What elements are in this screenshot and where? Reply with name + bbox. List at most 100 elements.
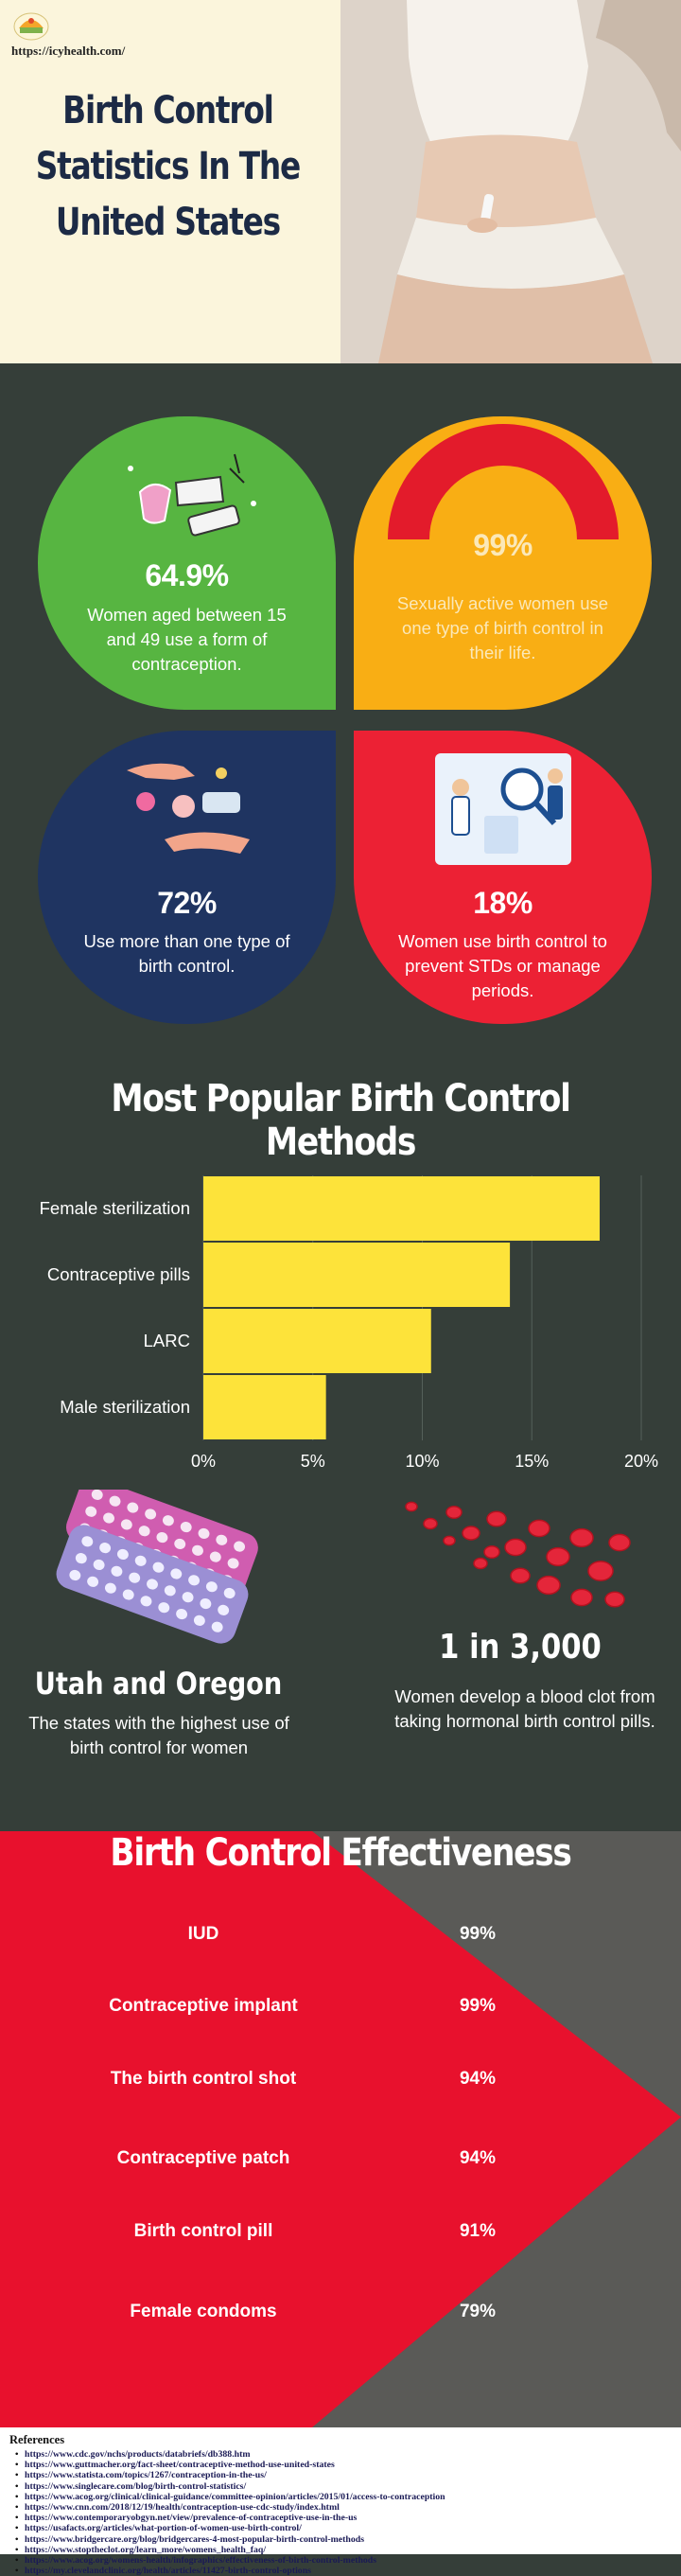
stat-card-contraception-use: 64.9% Women aged between 15 and 49 use a… [38, 416, 336, 710]
effectiveness-row: Birth control pill 91% [0, 2214, 681, 2251]
pill-dot [170, 1568, 183, 1579]
stat-description: Sexually active women use one type of bi… [396, 593, 609, 662]
red-blood-cell [528, 1519, 550, 1538]
pill-dot [122, 1589, 134, 1600]
red-blood-cell [423, 1517, 438, 1530]
reference-link[interactable]: https://www.contemporaryobgyn.net/view/p… [9, 2513, 672, 2523]
red-blood-cell [445, 1506, 463, 1519]
reference-link[interactable]: https://www.acog.org/womens-health/infog… [9, 2555, 672, 2566]
pill-dot [120, 1519, 132, 1530]
hands-contraceptives-icon [127, 763, 250, 854]
references: References https://www.cdc.gov/nchs/prod… [0, 2427, 681, 2576]
red-blood-cell [443, 1535, 456, 1546]
stat-description: Use more than one type of birth control. [83, 931, 290, 976]
pill-dot [111, 1565, 123, 1577]
pill-dot [104, 1582, 116, 1594]
pill-dot [156, 1532, 168, 1544]
reference-link[interactable]: https://www.cdc.gov/nchs/products/databr… [9, 2449, 672, 2460]
red-blood-cell [604, 1591, 625, 1608]
reference-link[interactable]: https://www.acog.org/clinical/clinical-g… [9, 2492, 672, 2502]
pill-dot [216, 1534, 228, 1545]
chart-x-tick-label: 10% [405, 1452, 439, 1467]
reference-link[interactable]: https://www.bridgercare.org/blog/bridger… [9, 2534, 672, 2545]
stat-card-multiple-types: 72% Use more than one type of birth cont… [38, 731, 336, 1024]
method-effectiveness: 99% [459, 1924, 497, 1944]
method-effectiveness: 94% [459, 2148, 497, 2168]
red-blood-cell [483, 1545, 500, 1559]
chart-x-tick-label: 0% [191, 1452, 216, 1467]
hero-photo [340, 0, 681, 363]
effectiveness-background [0, 1831, 681, 2427]
pill-dot [140, 1596, 152, 1607]
pill-dot [176, 1608, 188, 1620]
red-blood-cell [486, 1510, 507, 1527]
chart-category-label: Female sterilization [40, 1198, 190, 1218]
chart-bar [203, 1176, 601, 1241]
pill-dot [69, 1569, 81, 1581]
utah-oregon-description: The states with the highest use of birth… [28, 1713, 289, 1757]
pill-dot [103, 1512, 114, 1524]
chart-category-label: Male sterilization [60, 1397, 190, 1417]
pill-dot [127, 1502, 139, 1513]
pill-dot [116, 1548, 129, 1561]
pill-dot [180, 1522, 192, 1533]
pill-dot [174, 1538, 186, 1550]
method-effectiveness: 99% [459, 1996, 497, 2016]
reference-link[interactable]: https://www.cnn.com/2018/12/19/health/co… [9, 2502, 672, 2513]
reference-link[interactable]: https://www.statista.com/topics/1267/con… [9, 2470, 672, 2480]
pill-dot [134, 1555, 147, 1566]
stat-card-lifetime-use: 99% Sexually active women use one type o… [354, 416, 652, 710]
pill-dot [162, 1515, 174, 1526]
method-effectiveness: 94% [459, 2069, 497, 2089]
pill-dot [109, 1495, 121, 1507]
reference-link[interactable]: https://www.stoptheclot.org/learn_more/w… [9, 2545, 672, 2555]
reference-link[interactable]: https://www.singlecare.com/blog/birth-co… [9, 2481, 672, 2492]
pill-dot [188, 1575, 201, 1586]
reference-link[interactable]: https://usafacts.org/articles/what-porti… [9, 2523, 672, 2533]
reference-link[interactable]: https://www.guttmacher.org/fact-sheet/co… [9, 2460, 672, 2470]
method-name: Contraceptive patch [116, 2148, 290, 2168]
pill-dot [200, 1597, 212, 1610]
stat-value: 99% [473, 528, 533, 562]
method-effectiveness: 91% [459, 2221, 497, 2241]
header: https://icyhealth.com/ Birth Control Sta… [0, 0, 681, 363]
site-url[interactable]: https://icyhealth.com/ [11, 44, 126, 58]
page-title: Birth Control Statistics In The United S… [30, 83, 306, 251]
method-name: The birth control shot [110, 2069, 297, 2089]
pill-dot [198, 1527, 210, 1539]
pill-dot [234, 1541, 246, 1552]
title-line: United States [55, 201, 281, 244]
references-title: References [9, 2433, 65, 2446]
stat-description: Women use birth control to prevent STDs … [398, 931, 607, 1000]
birth-control-pill-packs-icon [56, 1490, 258, 1644]
red-blood-cell [546, 1546, 570, 1567]
pill-dot [205, 1581, 218, 1593]
chart-x-tick-label: 15% [515, 1452, 549, 1467]
pill-dot [91, 1490, 103, 1500]
effectiveness-row: Contraceptive implant 99% [0, 1988, 681, 2026]
chart-bar [203, 1375, 326, 1439]
pill-dot [158, 1602, 170, 1614]
effectiveness-row: Female condoms 79% [0, 2294, 681, 2332]
pill-dot [75, 1553, 87, 1564]
red-blood-cell [462, 1526, 480, 1541]
chart-bar [203, 1243, 511, 1307]
red-blood-cell [405, 1501, 418, 1512]
pill-dot [218, 1604, 230, 1615]
lab-research-icon [435, 753, 571, 865]
stat-value: 72% [157, 886, 217, 920]
pill-dot [209, 1551, 221, 1562]
red-blood-cell [536, 1575, 561, 1596]
chart-bar [203, 1309, 431, 1373]
reference-link[interactable]: https://my.clevelandclinic.org/health/ar… [9, 2566, 672, 2576]
pill-dot [193, 1614, 205, 1626]
method-effectiveness: 79% [459, 2302, 497, 2321]
blood-clot-title: 1 in 3,000 [439, 1628, 602, 1667]
chart-category-label: LARC [144, 1331, 190, 1350]
pill-dot [227, 1558, 239, 1569]
pill-dot [211, 1621, 223, 1632]
pill-dot [182, 1592, 194, 1603]
method-name: Female condoms [130, 2302, 277, 2321]
blood-clot-description: Women develop a blood clot from taking h… [394, 1686, 655, 1731]
